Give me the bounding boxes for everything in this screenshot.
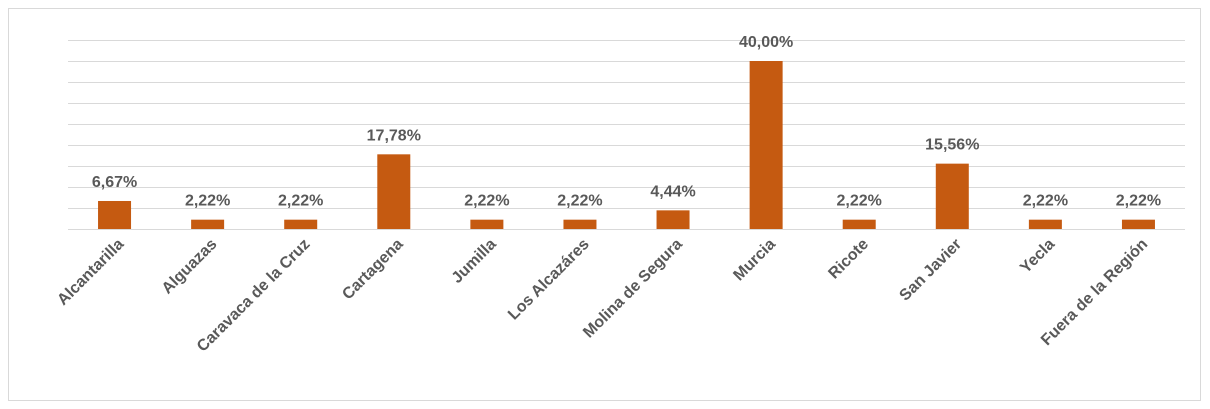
data-label: 4,44% xyxy=(650,183,695,200)
bar xyxy=(191,219,225,229)
bar xyxy=(935,163,969,229)
data-label: 2,22% xyxy=(278,193,323,210)
bar xyxy=(656,210,690,229)
chart-border xyxy=(8,8,1201,401)
bar xyxy=(284,219,318,229)
data-label: 2,22% xyxy=(837,193,882,210)
data-label: 40,00% xyxy=(739,34,793,51)
bar xyxy=(470,219,504,229)
data-label: 2,22% xyxy=(464,193,509,210)
data-label: 2,22% xyxy=(1116,193,1161,210)
bar xyxy=(749,61,783,229)
data-label: 2,22% xyxy=(1023,193,1068,210)
bar xyxy=(377,154,411,229)
data-label: 15,56% xyxy=(925,137,979,154)
bar xyxy=(563,219,597,229)
data-label: 6,67% xyxy=(92,174,137,191)
bar xyxy=(842,219,876,229)
data-label: 17,78% xyxy=(367,127,421,144)
bar xyxy=(1028,219,1062,229)
data-label: 2,22% xyxy=(185,193,230,210)
bar xyxy=(98,200,132,229)
data-label: 2,22% xyxy=(557,193,602,210)
bar xyxy=(1121,219,1155,229)
